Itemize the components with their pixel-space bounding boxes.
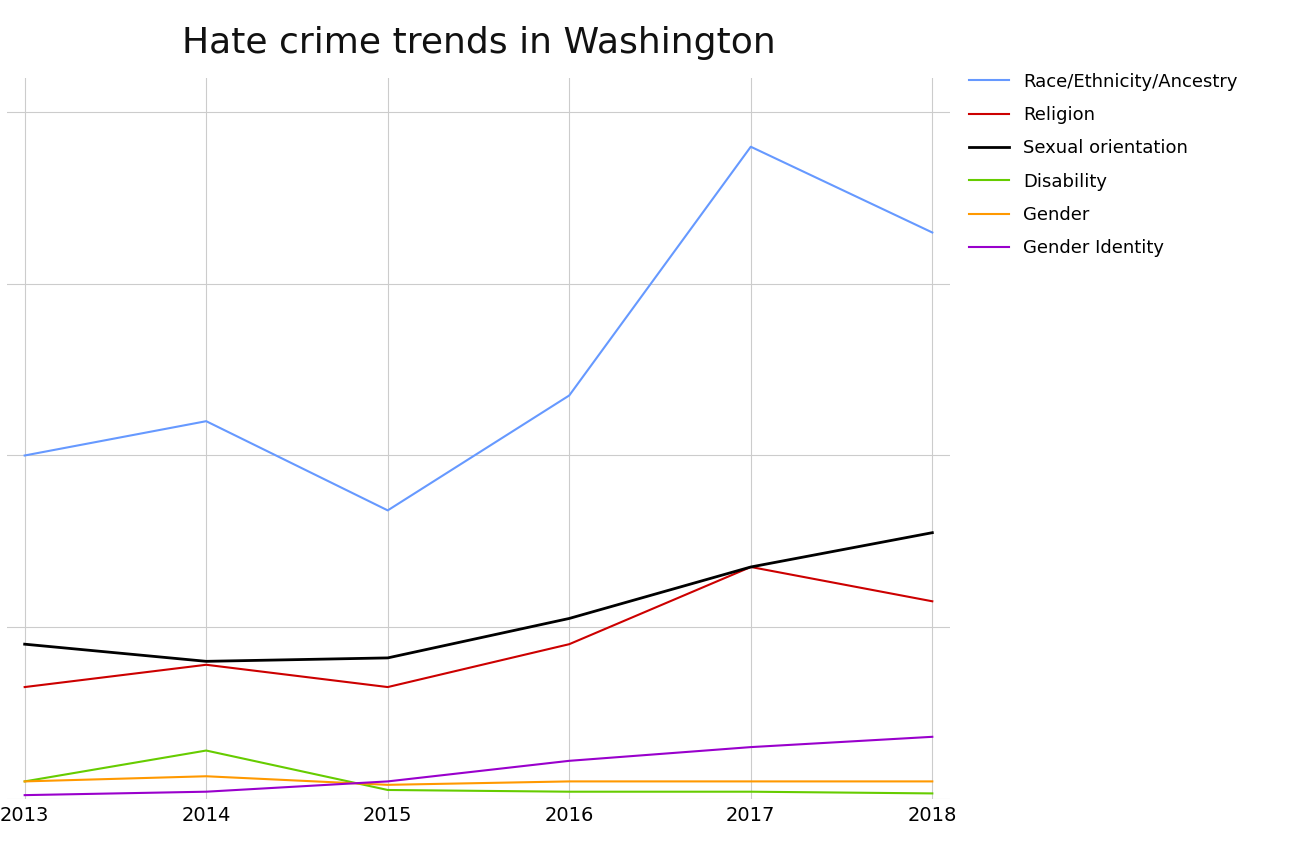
Sexual orientation [198, 656, 214, 667]
Disability [561, 786, 577, 797]
Religion [924, 596, 940, 607]
Race/Ethnicity/Ancestry [561, 391, 577, 401]
Line: Gender Identity: Gender Identity [25, 737, 932, 795]
Religion [17, 682, 33, 693]
Line: Religion: Religion [25, 567, 932, 687]
Religion [198, 660, 214, 670]
Disability [924, 788, 940, 799]
Religion [561, 639, 577, 649]
Race/Ethnicity/Ancestry [743, 141, 759, 152]
Disability [380, 785, 396, 795]
Sexual orientation [561, 613, 577, 623]
Gender Identity [743, 742, 759, 753]
Line: Sexual orientation: Sexual orientation [25, 533, 932, 661]
Sexual orientation [17, 639, 33, 649]
Race/Ethnicity/Ancestry [17, 450, 33, 461]
Religion [380, 682, 396, 693]
Gender Identity [17, 790, 33, 800]
Race/Ethnicity/Ancestry [198, 416, 214, 426]
Religion [743, 562, 759, 572]
Sexual orientation [380, 653, 396, 663]
Sexual orientation [743, 562, 759, 572]
Gender Identity [561, 756, 577, 766]
Sexual orientation [924, 528, 940, 538]
Disability [17, 776, 33, 786]
Gender Identity [380, 776, 396, 786]
Gender [924, 776, 940, 786]
Line: Disability: Disability [25, 751, 932, 793]
Gender [380, 779, 396, 790]
Legend: Race/Ethnicity/Ancestry, Religion, Sexual orientation, Disability, Gender, Gende: Race/Ethnicity/Ancestry, Religion, Sexua… [969, 73, 1238, 258]
Race/Ethnicity/Ancestry [380, 505, 396, 516]
Gender [198, 771, 214, 781]
Gender [743, 776, 759, 786]
Gender [561, 776, 577, 786]
Race/Ethnicity/Ancestry [924, 227, 940, 238]
Title: Hate crime trends in Washington: Hate crime trends in Washington [181, 26, 776, 60]
Gender Identity [198, 786, 214, 797]
Gender Identity [924, 732, 940, 742]
Disability [743, 786, 759, 797]
Line: Race/Ethnicity/Ancestry: Race/Ethnicity/Ancestry [25, 147, 932, 510]
Disability [198, 746, 214, 756]
Line: Gender: Gender [25, 776, 932, 785]
Gender [17, 776, 33, 786]
